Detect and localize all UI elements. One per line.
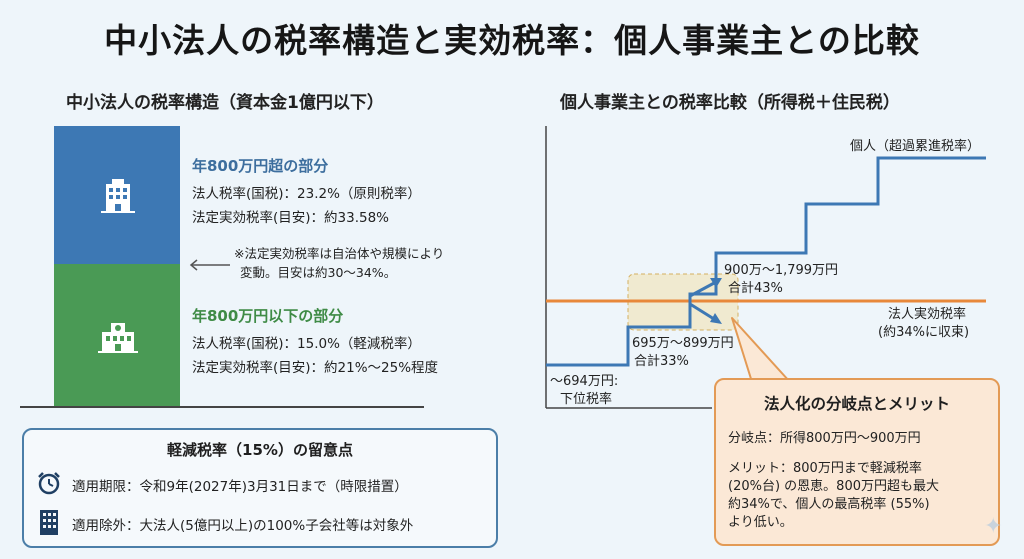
individual-label: 個人（超過累進税率）	[850, 139, 981, 154]
bar-segment-over-8m	[54, 126, 180, 264]
merit-line-1: メリット：800万円まで軽減税率	[728, 461, 922, 476]
corporate-label-2: (約34%に収束)	[878, 325, 970, 340]
upper-heading: 年800万円超の部分	[192, 157, 329, 175]
arrow-down	[689, 302, 715, 321]
merit-line-3: 約34%で、個人の最高税率 (55%)	[728, 497, 930, 512]
step2-label-1: 695万〜899万円	[632, 336, 734, 351]
step2-label-2: 合計33%	[634, 354, 689, 369]
lower-line-2: 法定実効税率(目安)：約21%〜25%程度	[192, 360, 439, 376]
caution-title: 軽減税率（15%）の留意点	[167, 441, 353, 459]
page-title: 中小法人の税率構造と実効税率：個人事業主との比較	[104, 21, 920, 60]
lower-line-1: 法人税率(国税)：15.0%（軽減税率）	[192, 336, 421, 352]
bar-baseline	[20, 406, 424, 408]
alarm-clock-icon	[38, 472, 60, 495]
building-icon	[40, 510, 58, 535]
merit-line-4: より低い。	[728, 515, 793, 530]
merit-branch-point: 分岐点：所得800万円〜900万円	[728, 431, 921, 446]
merit-line-2: (20%台) の恩恵。800万円超も最大	[728, 479, 939, 494]
callout-pointer	[731, 317, 791, 383]
individual-rate-steps	[546, 156, 986, 367]
caution-box: 軽減税率（15%）の留意点 適用期限：令和9年(2027年)3月31日まで（時限…	[22, 428, 498, 548]
step3-label-2: 合計43%	[728, 281, 783, 296]
arrow-down-head	[710, 313, 722, 324]
right-section-title: 個人事業主との税率比較（所得税＋住民税）	[560, 93, 900, 113]
caution-row-1: 適用期限：令和9年(2027年)3月31日まで（時限措置）	[72, 479, 408, 495]
upper-line-1: 法人税率(国税)：23.2%（原則税率）	[192, 186, 421, 202]
left-section-title: 中小法人の税率構造（資本金1億円以下）	[66, 93, 384, 113]
step1-label-1: 〜694万円:	[550, 374, 619, 389]
office-building-icon	[101, 179, 135, 213]
lower-heading: 年800万円以下の部分	[192, 307, 344, 325]
merit-title: 法人化の分岐点とメリット	[763, 395, 950, 413]
sparkle-icon: ✦	[984, 514, 1003, 539]
left-arrow-icon	[189, 259, 230, 271]
note-line-1: ※法定実効税率は自治体や規模により	[234, 246, 445, 261]
step3-label-1: 900万〜1,799万円	[724, 263, 839, 278]
arrow-up	[689, 280, 717, 298]
upper-line-2: 法定実効税率(目安)：約33.58%	[192, 210, 390, 226]
small-office-icon	[98, 323, 138, 353]
merit-callout: 法人化の分岐点とメリット 分岐点：所得800万円〜900万円 メリット：800万…	[714, 378, 1000, 546]
caution-row-2: 適用除外：大法人(5億円以上)の100%子会社等は対象外	[72, 518, 414, 534]
corporate-label-1: 法人実効税率	[888, 307, 967, 322]
note-line-2: 変動。目安は約30〜34%。	[240, 265, 397, 280]
step1-label-2: 下位税率	[560, 392, 613, 407]
arrow-up-head	[710, 278, 722, 288]
bar-segment-under-8m	[54, 264, 180, 406]
